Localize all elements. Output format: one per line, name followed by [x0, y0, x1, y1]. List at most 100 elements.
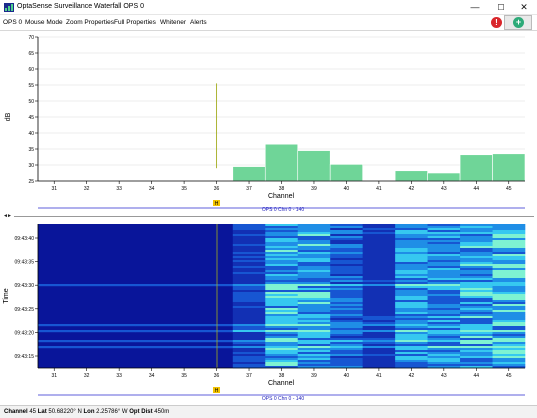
- waterfall-cell: [460, 304, 493, 307]
- title-bar: OptaSense Surveillance Waterfall OPS 0 —…: [0, 0, 537, 15]
- waterfall-cell: [362, 330, 396, 333]
- minimize-button[interactable]: —: [470, 2, 480, 12]
- waterfall-cell: [330, 294, 363, 297]
- waterfall-cell: [492, 342, 526, 345]
- waterfall-cell: [362, 338, 396, 341]
- panel-splitter[interactable]: [14, 216, 534, 217]
- waterfall-cell: [297, 280, 331, 283]
- menu-ops[interactable]: OPS 0: [3, 19, 23, 26]
- waterfall-cell: [492, 282, 526, 285]
- waterfall-cell: [362, 348, 396, 351]
- waterfall-cell: [427, 242, 461, 245]
- waterfall-cell: [265, 326, 299, 329]
- close-button[interactable]: ✕: [520, 2, 528, 12]
- waterfall-cell: [265, 230, 299, 233]
- waterfall-cell: [297, 320, 331, 323]
- alert-icon[interactable]: !: [491, 17, 502, 28]
- waterfall-cell: [427, 290, 461, 293]
- waterfall-chart[interactable]: 09:43:40 09:43:35 09:43:30 09:43:25 09:43:20…: [0, 220, 537, 404]
- waterfall-cell: [492, 308, 526, 311]
- waterfall-cell: [297, 312, 331, 315]
- spectrum-xlabel: Channel: [268, 193, 295, 200]
- waterfall-cell: [232, 318, 266, 321]
- menu-full-properties[interactable]: Full Properties: [114, 19, 156, 26]
- waterfall-cell: [395, 246, 428, 249]
- waterfall-cell: [427, 364, 461, 367]
- waterfall-cell: [232, 294, 266, 297]
- waterfall-x-tick-label: 36: [214, 373, 220, 379]
- waterfall-cell: [362, 314, 396, 317]
- waterfall-cell: [460, 240, 493, 243]
- waterfall-cell: [492, 352, 526, 355]
- waterfall-cell: [232, 334, 266, 337]
- waterfall-cell: [330, 256, 363, 259]
- maximize-button[interactable]: ☐: [497, 3, 505, 12]
- waterfall-cell: [395, 224, 428, 227]
- waterfall-cell: [265, 238, 299, 241]
- waterfall-cell: [395, 306, 428, 309]
- waterfall-channel-marker[interactable]: [213, 387, 220, 393]
- bar-channel-40[interactable]: [329, 164, 363, 182]
- bar-channel-38[interactable]: [264, 143, 299, 182]
- waterfall-cell: [427, 288, 461, 291]
- waterfall-cell: [427, 300, 461, 303]
- waterfall-cell: [265, 296, 299, 299]
- waterfall-cell: [492, 260, 526, 263]
- waterfall-cell: [395, 254, 428, 257]
- bar-channel-44[interactable]: [459, 154, 493, 182]
- waterfall-cell: [362, 248, 396, 251]
- waterfall-cell: [297, 244, 331, 247]
- bar-channel-39[interactable]: [297, 150, 331, 182]
- waterfall-cell: [297, 284, 331, 287]
- waterfall-cell: [265, 360, 299, 363]
- bar-channel-37[interactable]: [232, 166, 266, 182]
- waterfall-cell: [330, 304, 363, 307]
- waterfall-cell: [427, 254, 461, 257]
- waterfall-cell: [362, 254, 396, 257]
- menu-alerts[interactable]: Alerts: [190, 19, 207, 26]
- x-tick-label: 45: [506, 186, 512, 192]
- waterfall-cell: [460, 330, 493, 333]
- bar-channel-45[interactable]: [492, 153, 526, 182]
- waterfall-cell: [395, 280, 428, 283]
- spectrum-ylabel: dB: [5, 112, 12, 121]
- waterfall-cell: [460, 266, 493, 269]
- x-tick-label: 35: [181, 186, 187, 192]
- waterfall-cell: [395, 328, 428, 331]
- bar-channel-42[interactable]: [394, 170, 428, 182]
- waterfall-cell: [265, 266, 299, 269]
- add-button[interactable]: +: [504, 15, 532, 30]
- waterfall-cell: [492, 258, 526, 261]
- waterfall-cell: [167, 346, 201, 349]
- waterfall-cell: [362, 356, 396, 359]
- waterfall-cell: [265, 288, 299, 291]
- waterfall-cell: [395, 276, 428, 279]
- waterfall-cell: [492, 306, 526, 309]
- channel-marker[interactable]: [213, 200, 220, 206]
- waterfall-cell: [427, 334, 461, 337]
- waterfall-cell: [265, 306, 299, 309]
- waterfall-cell: [265, 256, 299, 259]
- splitter-arrows[interactable]: ◄►: [3, 213, 12, 219]
- menu-whitener[interactable]: Whitener: [160, 19, 187, 26]
- waterfall-cell: [395, 256, 428, 259]
- spectrum-chart[interactable]: 25 30 35 40 45 50 55 60 65 70 31 32 33 34 35 36 37 38 39 4…: [0, 31, 537, 215]
- spectrum-panel: 25 30 35 40 45 50 55 60 65 70 31 32 33 34 35 36 37 38 39 4…: [0, 31, 537, 215]
- waterfall-x-tick-label: 39: [311, 373, 317, 379]
- x-tick-label: 37: [246, 186, 252, 192]
- waterfall-cell: [492, 340, 526, 343]
- waterfall-cell: [427, 278, 461, 281]
- bar-channel-43[interactable]: [427, 172, 461, 182]
- waterfall-x-tick-label: 31: [51, 373, 57, 379]
- waterfall-cell: [297, 364, 331, 367]
- time-tick-label: 09:43:35: [15, 260, 35, 266]
- waterfall-cell: [492, 264, 526, 267]
- waterfall-cell: [427, 346, 461, 349]
- waterfall-cell: [492, 236, 526, 239]
- menu-zoom-properties[interactable]: Zoom Properties: [66, 19, 115, 26]
- waterfall-cell: [427, 280, 461, 283]
- waterfall-cell: [427, 232, 461, 235]
- waterfall-cell: [297, 256, 331, 259]
- menu-mouse-mode[interactable]: Mouse Mode: [25, 19, 63, 26]
- waterfall-cell: [265, 304, 299, 307]
